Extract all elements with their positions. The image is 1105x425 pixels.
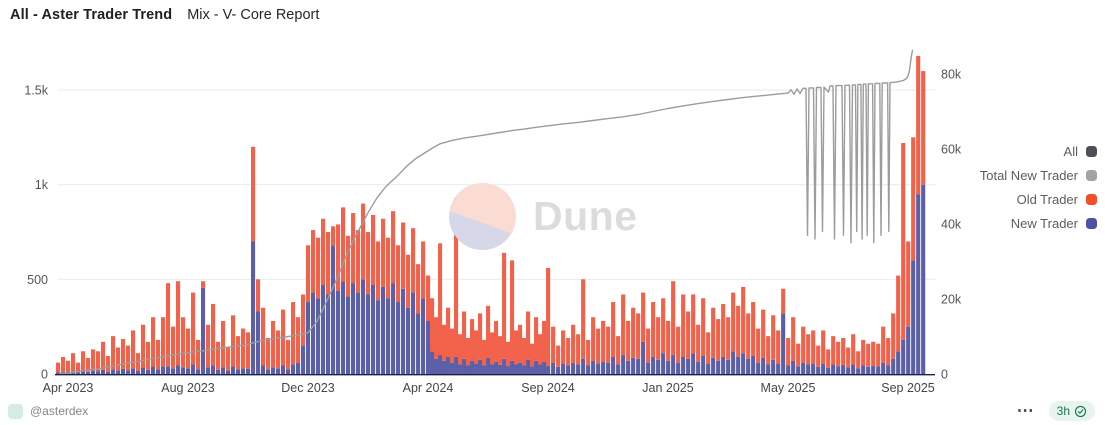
trader-trend-chart[interactable]: 0 500 1k 1.5k 0 20k 40k 60k 80k Apr 2023 Aug 2023 D… <box>0 30 975 408</box>
author[interactable]: @asterdex <box>8 403 89 419</box>
legend-item-all[interactable]: All <box>1064 144 1097 159</box>
x-axis-tick: Apr 2024 <box>403 381 454 395</box>
gridlines <box>58 89 935 280</box>
right-axis-tick: 40k <box>941 218 962 232</box>
right-axis-tick: 60k <box>941 143 962 157</box>
author-handle: @asterdex <box>30 404 89 418</box>
x-axis-tick: Apr 2023 <box>43 381 94 395</box>
verified-check-icon <box>1074 405 1087 417</box>
legend-item-total-new-trader[interactable]: Total New Trader <box>980 168 1097 183</box>
left-axis-tick: 1k <box>35 178 49 192</box>
legend-item-new-trader[interactable]: New Trader <box>1011 216 1097 231</box>
old-trader-bars <box>55 55 926 373</box>
legend-swatch-old-trader <box>1086 194 1097 205</box>
widget-footer: @asterdex ⋯ 3h <box>0 398 1105 424</box>
legend-label: New Trader <box>1010 216 1078 231</box>
legend-swatch-all <box>1086 146 1097 157</box>
total-new-trader-line <box>58 49 914 375</box>
left-axis-tick: 500 <box>27 273 48 287</box>
left-axis-tick: 0 <box>41 368 48 382</box>
more-options-icon[interactable]: ⋯ <box>1016 401 1035 420</box>
legend-label: Old Trader <box>1016 192 1078 207</box>
chart-legend: All Total New Trader Old Trader New Trad… <box>980 144 1097 231</box>
x-axis-tick: May 2025 <box>761 381 816 395</box>
refresh-age: 3h <box>1056 404 1070 418</box>
legend-swatch-total-new-trader <box>1086 170 1097 181</box>
refresh-status-badge[interactable]: 3h <box>1048 401 1095 421</box>
x-axis-tick: Sep 2025 <box>881 381 935 395</box>
legend-label: Total New Trader <box>979 168 1078 183</box>
left-axis-tick: 1.5k <box>24 84 48 98</box>
x-axis-tick: Jan 2025 <box>642 381 693 395</box>
chart-subtitle: Mix - V- Core Report <box>187 7 320 23</box>
legend-swatch-new-trader <box>1086 218 1097 229</box>
chart-header: All - Aster Trader Trend Mix - V- Core R… <box>10 7 319 23</box>
author-avatar <box>8 403 23 419</box>
x-axis-tick: Aug 2023 <box>161 381 215 395</box>
right-axis-tick: 20k <box>941 293 962 307</box>
right-axis-tick: 0 <box>941 368 948 382</box>
right-axis-tick: 80k <box>941 68 962 82</box>
new-trader-bars <box>55 184 926 374</box>
legend-label: All <box>1063 144 1078 159</box>
x-axis-tick: Dec 2023 <box>281 381 335 395</box>
chart-title: All - Aster Trader Trend <box>10 7 173 23</box>
x-axis-tick: Sep 2024 <box>521 381 575 395</box>
legend-item-old-trader[interactable]: Old Trader <box>1017 192 1097 207</box>
